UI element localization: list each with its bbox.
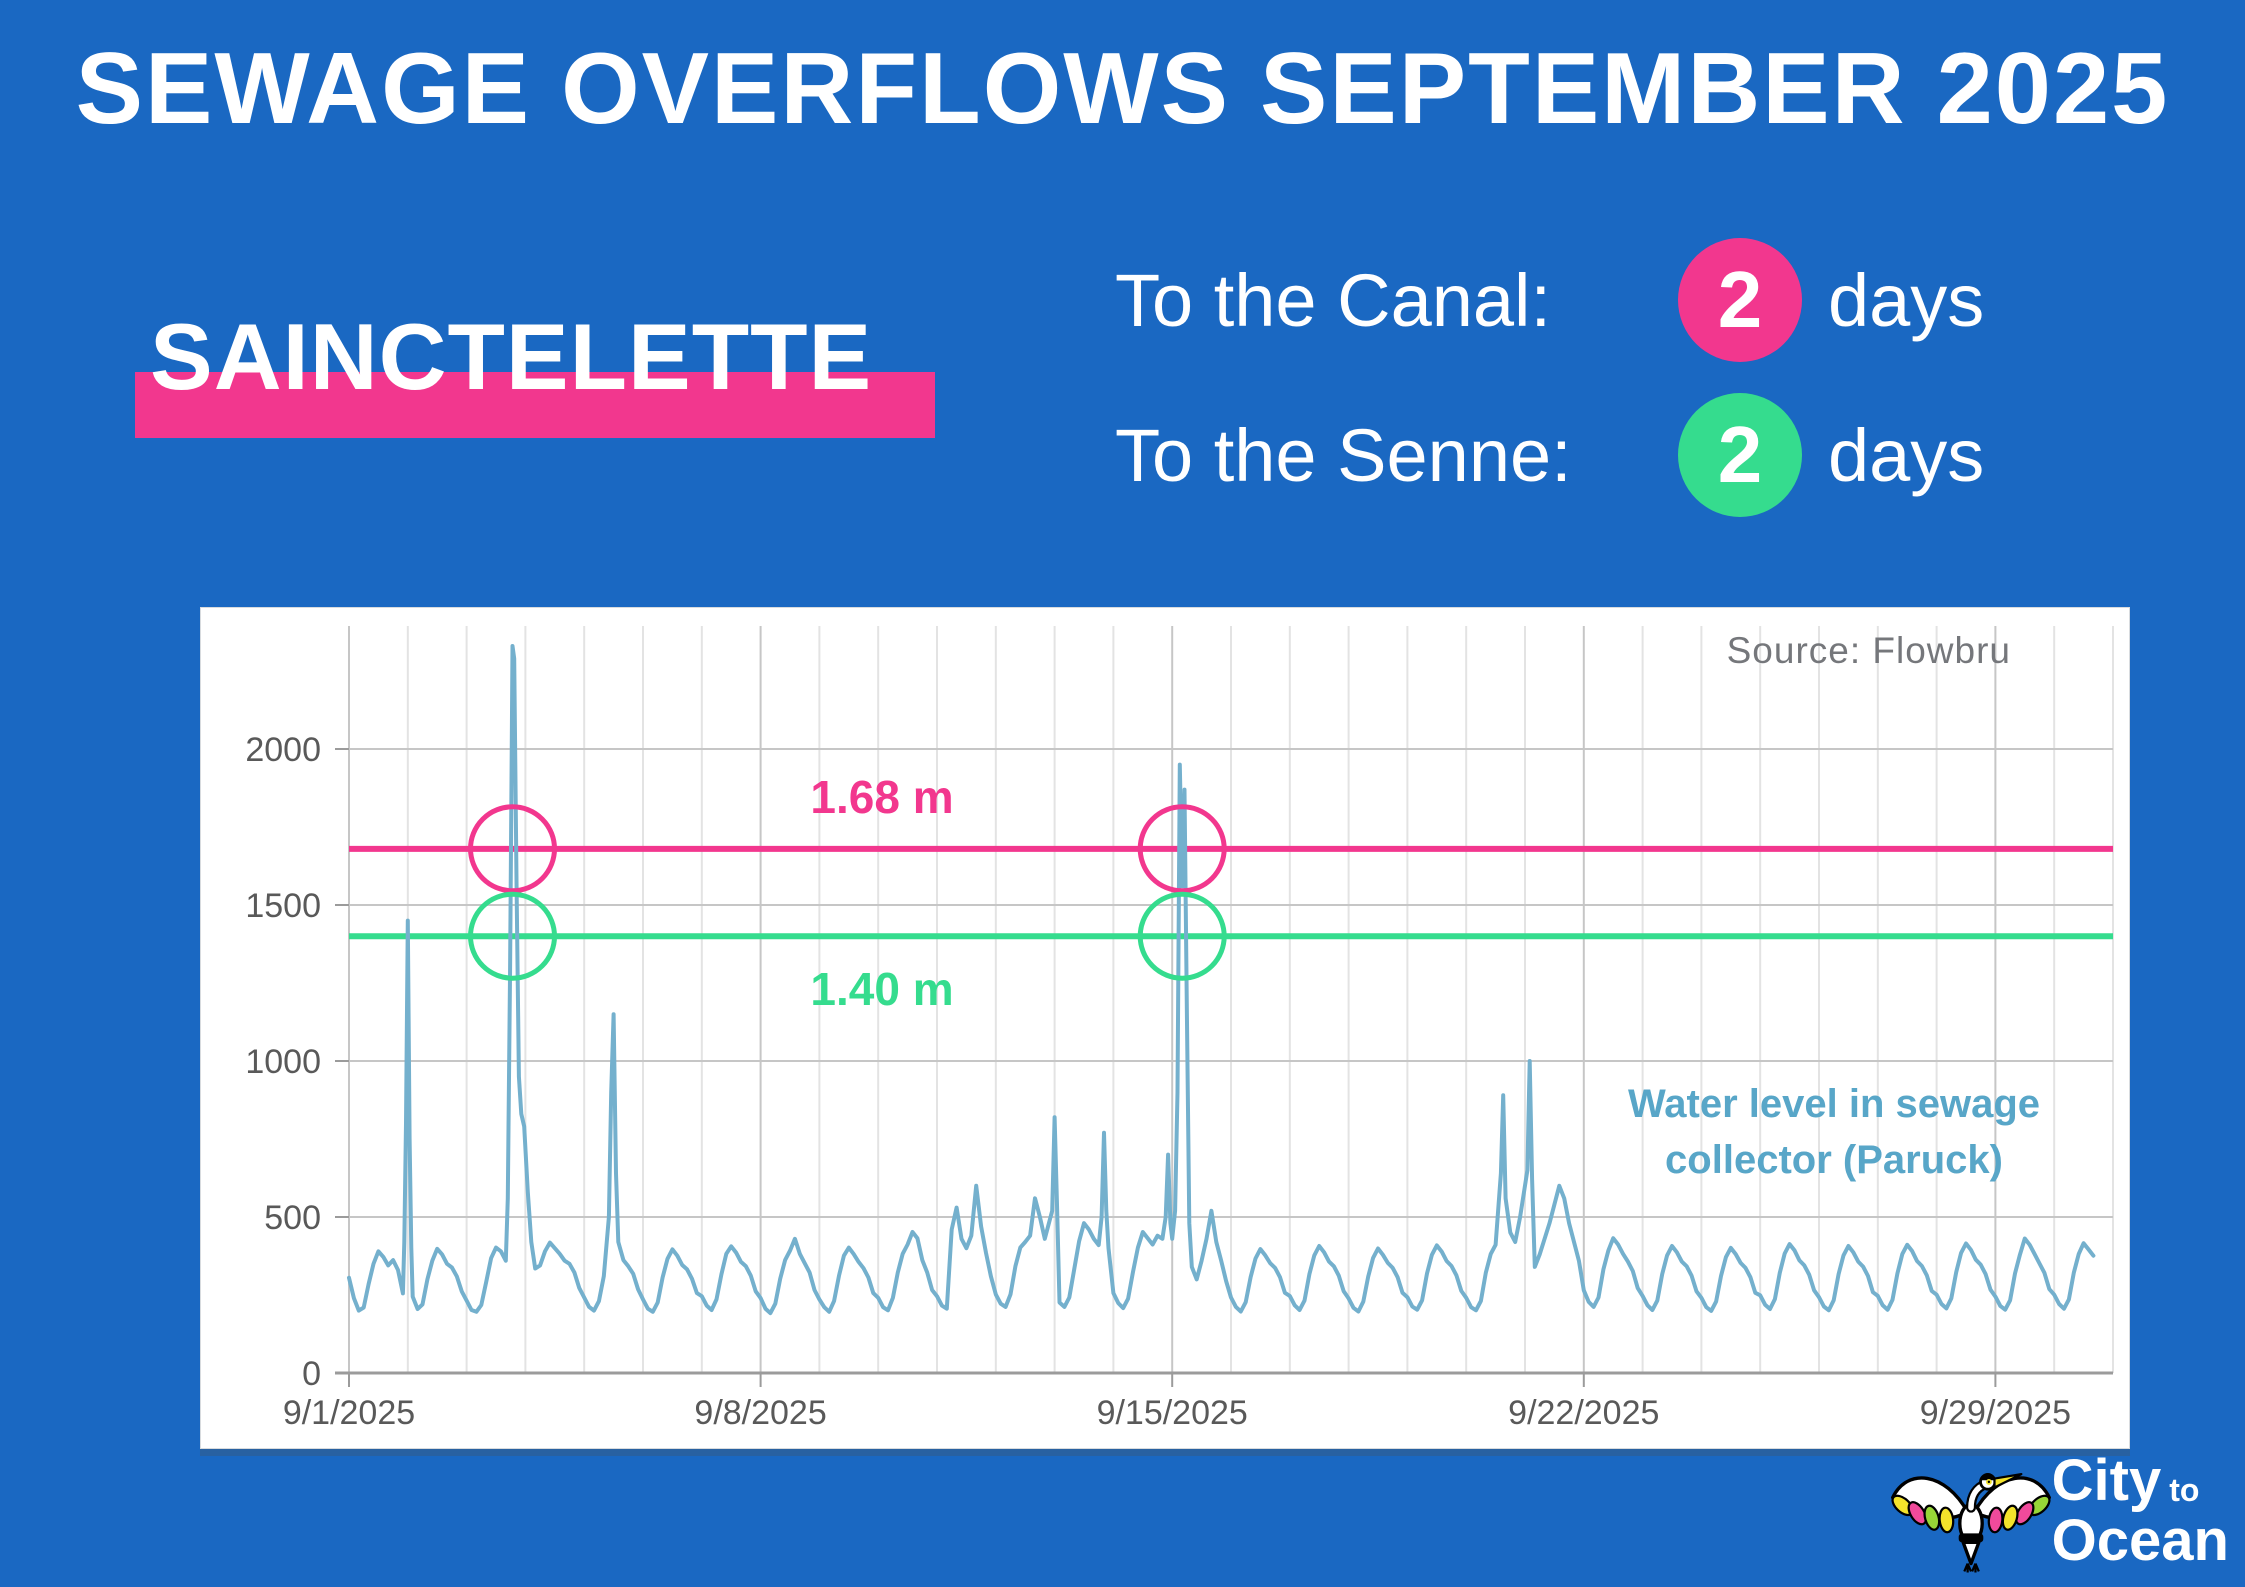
bird-icon bbox=[1890, 1472, 2051, 1573]
overflow-marker-circle bbox=[1137, 804, 1227, 894]
overflow-marker-circle bbox=[1137, 891, 1227, 981]
overflow-days-badge-canal: 2 bbox=[1678, 238, 1802, 362]
water-level-series-line bbox=[347, 644, 2096, 1316]
source-note: Source: Flowbru bbox=[1726, 630, 2011, 671]
x-axis-label: 9/29/2025 bbox=[1920, 1394, 2071, 1432]
x-axis-label: 9/8/2025 bbox=[694, 1394, 826, 1432]
stat-label-canal: To the Canal: bbox=[1115, 258, 1552, 342]
stat-unit-senne: days bbox=[1828, 413, 1985, 497]
y-axis-label: 0 bbox=[302, 1355, 321, 1393]
station-highlight-bar bbox=[135, 372, 935, 438]
water-level-chart-panel: 0 500 1000 1500 2000 9/1/2025 9/8/2025 9/15/202… bbox=[200, 607, 2130, 1449]
x-axis-label: 9/15/2025 bbox=[1097, 1394, 1248, 1432]
logo-text: City to Ocean bbox=[2052, 1452, 2229, 1570]
logo-word-to: to bbox=[2169, 1472, 2200, 1508]
water-level-chart: 0 500 1000 1500 2000 9/1/2025 9/8/2025 9/15/202… bbox=[245, 626, 2114, 1432]
y-axis-label: 1000 bbox=[245, 1043, 321, 1081]
x-axis-label: 9/22/2025 bbox=[1508, 1394, 1659, 1432]
y-axis-label: 500 bbox=[264, 1199, 321, 1237]
overflow-marker-circle bbox=[468, 804, 557, 894]
stat-label-senne: To the Senne: bbox=[1115, 413, 1572, 497]
series-label: Water level in sewage collector (Paruck) bbox=[1599, 1076, 2069, 1188]
overflow-days-value-senne: 2 bbox=[1717, 410, 1763, 499]
stat-row-canal: To the Canal: 2 days bbox=[1115, 238, 1984, 362]
x-axis-label: 9/1/2025 bbox=[283, 1394, 415, 1432]
logo-word-ocean: Ocean bbox=[2051, 1508, 2229, 1573]
logo-word-city: City bbox=[2051, 1448, 2162, 1513]
station-name: SAINCTELETTE bbox=[150, 304, 873, 409]
page-title: SEWAGE OVERFLOWS SEPTEMBER 2025 bbox=[75, 33, 2170, 145]
y-axis-label: 1500 bbox=[245, 887, 321, 925]
threshold-label-canal: 1.68 m bbox=[810, 771, 954, 823]
series-label-line1: Water level in sewage bbox=[1627, 1082, 2041, 1126]
series-label-line2: collector (Paruck) bbox=[1665, 1138, 2003, 1182]
overflow-days-badge-senne: 2 bbox=[1678, 393, 1802, 517]
city-to-ocean-logo: City to Ocean bbox=[1886, 1445, 2229, 1577]
overflow-days-value-canal: 2 bbox=[1717, 255, 1763, 344]
stat-row-senne: To the Senne: 2 days bbox=[1115, 393, 1984, 517]
threshold-label-senne: 1.40 m bbox=[810, 963, 954, 1015]
overflow-marker-circle bbox=[468, 891, 557, 981]
y-axis-label: 2000 bbox=[245, 731, 321, 769]
stat-unit-canal: days bbox=[1828, 258, 1985, 342]
